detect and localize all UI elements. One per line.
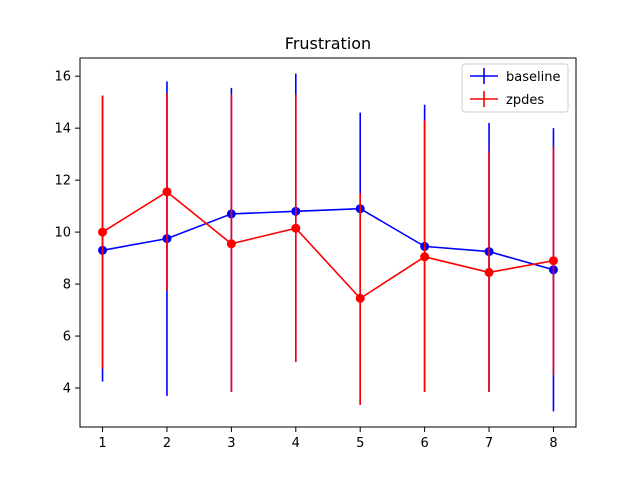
legend: baseline zpdes <box>461 63 569 113</box>
zpdes-line <box>102 190 554 300</box>
y-tick-label-10: 10 <box>54 226 71 241</box>
x-tick-label-6: 6 <box>420 436 428 451</box>
x-tick-label-7: 7 <box>485 436 493 451</box>
x-tick-label-5: 5 <box>356 436 364 451</box>
zpdes-point-8 <box>548 256 558 266</box>
legend-label-baseline: baseline <box>506 70 560 85</box>
axes-frame <box>79 57 577 428</box>
y-tick-label-6: 6 <box>63 330 71 345</box>
zpdes-point-6 <box>420 252 430 262</box>
x-tick-label-1: 1 <box>98 436 106 451</box>
x-tick-label-8: 8 <box>549 436 557 451</box>
x-tick-label-2: 2 <box>163 436 171 451</box>
zpdes-point-5 <box>355 293 365 303</box>
y-tick-label-4: 4 <box>63 382 71 397</box>
series-zpdes <box>98 93 558 405</box>
chart-title: Frustration <box>285 34 371 53</box>
baseline-line <box>102 207 554 271</box>
plot-area <box>98 73 558 412</box>
y-tick-label-12: 12 <box>54 174 71 189</box>
zpdes-point-1 <box>98 227 108 237</box>
y-tick-label-14: 14 <box>54 122 71 137</box>
zpdes-point-2 <box>162 187 172 197</box>
zpdes-point-3 <box>226 239 236 249</box>
y-tick-label-8: 8 <box>63 278 71 293</box>
legend-label-zpdes: zpdes <box>506 93 544 108</box>
x-tick-label-3: 3 <box>227 436 235 451</box>
zpdes-point-7 <box>484 267 494 277</box>
x-tick-label-4: 4 <box>292 436 300 451</box>
y-tick-label-16: 16 <box>54 70 71 85</box>
zpdes-point-4 <box>291 223 301 233</box>
